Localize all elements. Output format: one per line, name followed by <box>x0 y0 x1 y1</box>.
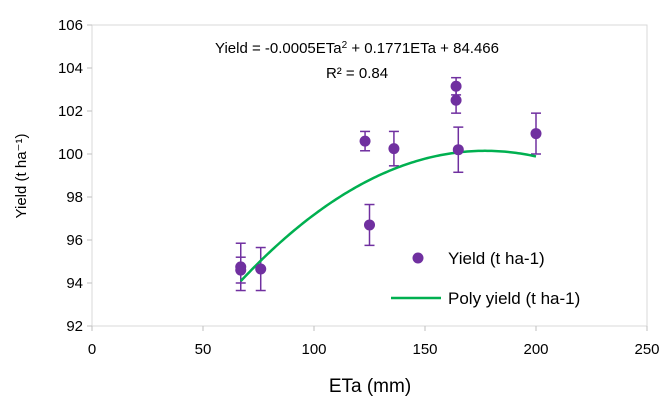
x-tick-label: 50 <box>195 341 212 358</box>
data-point <box>255 263 267 275</box>
data-point <box>388 143 400 155</box>
y-tick-label: 100 <box>58 146 83 163</box>
y-tick-label: 104 <box>58 60 83 77</box>
legend-marker-yield <box>412 252 424 264</box>
trendline-layer <box>239 149 537 282</box>
data-point <box>452 144 464 156</box>
data-point <box>530 128 542 140</box>
x-axis-title: ETa (mm) <box>329 376 411 396</box>
data-point <box>450 80 462 92</box>
equation-annotation: Yield = -0.0005ETa2 + 0.1771ETa + 84.466 <box>215 40 499 58</box>
y-tick-label: 98 <box>66 189 83 206</box>
x-tick-label: 250 <box>634 341 659 358</box>
legend: Yield (t ha-1) Poly yield (t ha-1) <box>391 249 580 308</box>
legend-label-yield: Yield (t ha-1) <box>448 249 545 268</box>
x-tick-label: 150 <box>412 341 437 358</box>
x-tick-label: 0 <box>88 341 96 358</box>
y-tick-label: 94 <box>66 275 83 292</box>
x-tick-label: 200 <box>523 341 548 358</box>
data-points <box>235 80 542 276</box>
y-axis-title: Yield (t ha⁻¹) <box>13 134 30 219</box>
poly-trendline <box>239 149 537 282</box>
data-point <box>359 135 371 147</box>
y-tick-label: 92 <box>66 318 83 335</box>
plot-area <box>91 24 648 327</box>
y-tick-label: 96 <box>66 232 83 249</box>
x-tick-label: 100 <box>301 341 326 358</box>
y-tick-label: 106 <box>58 17 83 34</box>
data-point <box>364 219 375 231</box>
legend-label-poly: Poly yield (t ha-1) <box>448 289 580 308</box>
data-point <box>235 264 247 276</box>
y-tick-label: 102 <box>58 103 83 120</box>
data-point <box>450 94 462 106</box>
axes: 0 50 100 150 200 250 92 94 96 98 100 102 104 106 <box>58 17 660 358</box>
r-squared-annotation: R² = 0.84 <box>326 65 388 82</box>
